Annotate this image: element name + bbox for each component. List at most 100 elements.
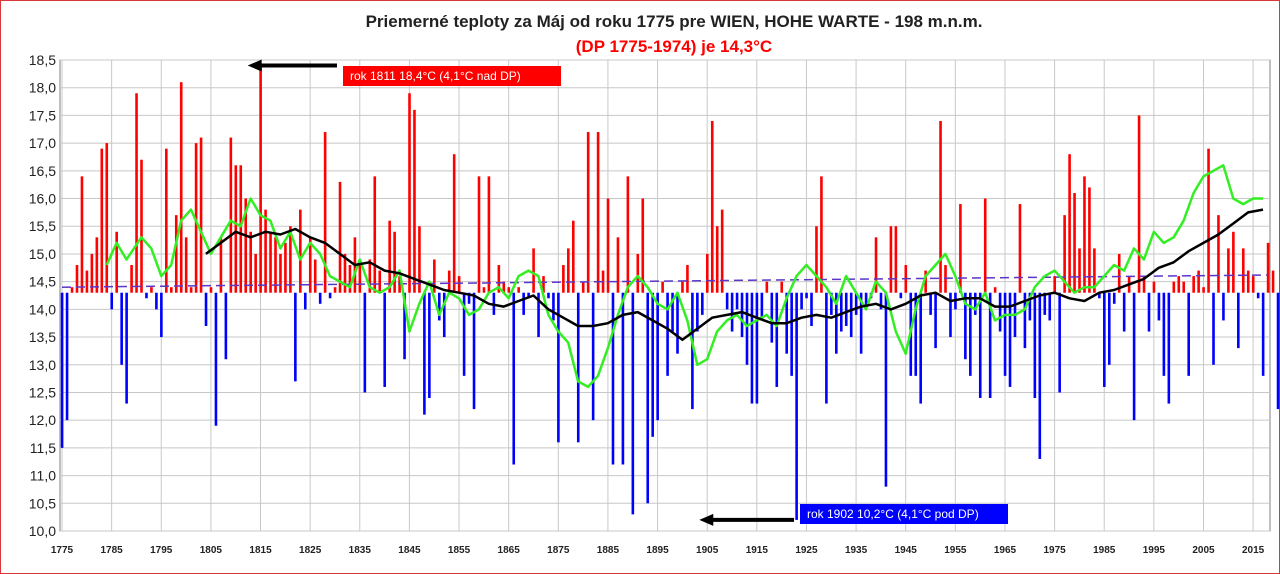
bar-1869: [527, 292, 530, 299]
y-tick-label: 17,5: [29, 107, 56, 123]
bar-1901: [686, 265, 689, 293]
bar-1857: [467, 292, 471, 304]
bar-1777: [70, 287, 74, 293]
bar-2004: [1197, 270, 1200, 293]
bar-2010: [1227, 248, 1230, 293]
bar-1998: [1167, 292, 1171, 404]
bar-1840: [383, 292, 386, 387]
bar-1810: [234, 165, 238, 293]
bar-1888: [621, 292, 625, 465]
bar-1859: [477, 176, 481, 293]
bar-1793: [150, 287, 153, 293]
x-tick-label: 1845: [398, 545, 421, 556]
bar-1823: [299, 209, 302, 293]
bar-1989: [1122, 292, 1126, 332]
chart-title: Priemerné teploty za Máj od roku 1775 pr…: [365, 12, 983, 31]
bar-1950: [929, 292, 932, 315]
bar-1970: [1028, 292, 1032, 321]
bar-1871: [537, 292, 540, 338]
bar-2005: [1202, 287, 1205, 293]
bar-1796: [165, 148, 168, 293]
bar-1941: [884, 292, 888, 487]
bar-1926: [810, 292, 813, 326]
bar-1816: [264, 209, 267, 293]
bar-1912: [740, 292, 744, 338]
x-tick-label: 1885: [597, 545, 620, 556]
bar-1979: [1073, 192, 1076, 293]
bar-1860: [482, 287, 486, 293]
x-tick-label: 1815: [249, 545, 272, 556]
bar-1886: [611, 292, 615, 465]
y-tick-label: 18,0: [29, 80, 56, 96]
smoothed-lines: [61, 164, 1269, 389]
bar-1820: [284, 242, 287, 293]
bar-1948: [919, 292, 922, 404]
bar-1828: [323, 132, 327, 293]
x-tick-label: 2015: [1242, 545, 1265, 556]
y-tick-label: 10,5: [29, 495, 56, 511]
bar-1863: [497, 265, 501, 293]
x-tick-label: 1825: [299, 545, 322, 556]
bar-1916: [760, 292, 764, 321]
y-tick-label: 12,0: [29, 412, 56, 428]
bar-1957: [964, 292, 967, 360]
bar-1932: [839, 292, 843, 332]
bar-1858: [472, 292, 476, 410]
bar-1949: [924, 270, 927, 293]
x-tick-label: 1895: [646, 545, 669, 556]
bar-1780: [85, 270, 89, 293]
bar-1788: [125, 292, 128, 404]
bar-1898: [671, 292, 674, 332]
bar-1851: [437, 292, 441, 321]
bar-1920: [780, 281, 784, 293]
bar-1936: [859, 292, 863, 354]
x-tick-label: 1775: [51, 545, 74, 556]
bar-2017: [1261, 292, 1265, 376]
bar-1944: [899, 292, 903, 299]
x-tick-label: 2005: [1192, 545, 1215, 556]
bar-1889: [626, 176, 630, 293]
bar-2012: [1237, 292, 1240, 349]
bar-2002: [1187, 292, 1190, 376]
bar-1821: [289, 226, 292, 293]
bar-1836: [363, 292, 367, 393]
bar-1939: [874, 237, 878, 293]
x-tick-label: 1875: [547, 545, 570, 556]
bar-2009: [1222, 292, 1225, 321]
x-tick-label: 1995: [1143, 545, 1166, 556]
bar-1999: [1172, 281, 1176, 293]
bar-1911: [735, 292, 739, 310]
bar-1972: [1038, 292, 1042, 459]
x-tick-label: 1795: [150, 545, 173, 556]
bar-1803: [199, 137, 203, 293]
bar-1964: [998, 292, 1002, 332]
bar-1963: [993, 287, 997, 293]
x-tick-label: 1805: [200, 545, 223, 556]
bar-1975: [1053, 276, 1056, 293]
bar-1927: [815, 226, 818, 293]
bar-1826: [313, 259, 317, 293]
x-tick-label: 1945: [895, 545, 918, 556]
bar-1852: [442, 292, 446, 338]
bar-1892: [641, 198, 645, 293]
bar-1879: [576, 292, 580, 443]
bar-1980: [1078, 248, 1081, 293]
bar-1943: [894, 226, 898, 293]
bar-1893: [646, 292, 650, 504]
x-tick-label: 1985: [1093, 545, 1116, 556]
bar-1864: [502, 281, 506, 293]
bar-1870: [532, 248, 535, 293]
bar-1976: [1058, 292, 1061, 393]
bar-1992: [1137, 115, 1141, 293]
bar-1798: [174, 215, 178, 293]
bar-1991: [1132, 292, 1136, 421]
bar-1894: [651, 292, 654, 437]
bar-1804: [204, 292, 208, 326]
bar-1865: [507, 287, 511, 293]
bar-1813: [249, 231, 252, 293]
bar-1918: [770, 292, 774, 343]
bar-1917: [765, 281, 769, 293]
bar-1872: [542, 276, 545, 293]
bar-1951: [934, 292, 937, 349]
bar-1977: [1063, 215, 1066, 293]
